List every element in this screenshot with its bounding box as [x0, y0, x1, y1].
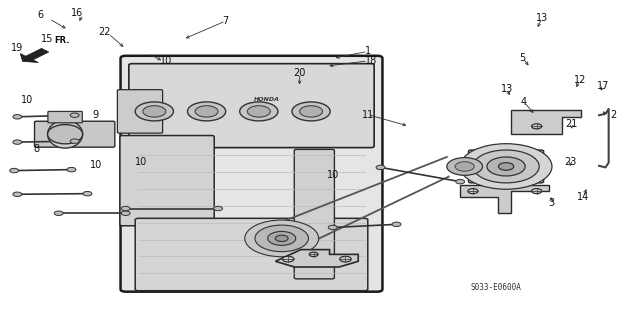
- Ellipse shape: [47, 120, 83, 148]
- FancyBboxPatch shape: [294, 149, 335, 279]
- Text: 14: 14: [577, 192, 589, 202]
- Text: 9: 9: [93, 110, 99, 120]
- Circle shape: [13, 192, 22, 197]
- Text: 13: 13: [536, 13, 548, 23]
- Circle shape: [275, 235, 288, 241]
- Circle shape: [13, 115, 22, 119]
- Circle shape: [468, 189, 478, 194]
- Circle shape: [282, 256, 294, 262]
- Text: 17: 17: [597, 81, 610, 91]
- Text: 10: 10: [326, 170, 339, 180]
- Text: 21: 21: [566, 119, 578, 129]
- Circle shape: [455, 162, 474, 171]
- Circle shape: [70, 113, 79, 117]
- Ellipse shape: [47, 125, 83, 144]
- Polygon shape: [460, 185, 549, 213]
- Text: 15: 15: [41, 34, 54, 44]
- Text: 2: 2: [610, 110, 616, 120]
- Circle shape: [70, 139, 79, 143]
- Circle shape: [268, 231, 296, 245]
- FancyBboxPatch shape: [135, 218, 368, 291]
- Text: 13: 13: [500, 84, 513, 94]
- Circle shape: [473, 150, 540, 183]
- Circle shape: [13, 140, 22, 144]
- FancyBboxPatch shape: [120, 56, 383, 292]
- Circle shape: [121, 206, 130, 211]
- Circle shape: [309, 252, 318, 256]
- Text: 6: 6: [38, 10, 44, 20]
- Circle shape: [83, 191, 92, 196]
- Circle shape: [532, 189, 541, 194]
- Polygon shape: [511, 110, 581, 134]
- Circle shape: [340, 256, 351, 262]
- Text: 23: 23: [564, 157, 577, 167]
- Circle shape: [143, 106, 166, 117]
- Text: 7: 7: [223, 16, 229, 26]
- Text: 11: 11: [362, 110, 374, 120]
- Text: 20: 20: [293, 69, 306, 78]
- Circle shape: [499, 163, 514, 170]
- Text: 10: 10: [20, 95, 33, 105]
- FancyBboxPatch shape: [129, 64, 374, 148]
- Circle shape: [456, 179, 465, 184]
- Circle shape: [532, 124, 541, 129]
- FancyBboxPatch shape: [35, 121, 115, 147]
- Text: 18: 18: [365, 56, 377, 66]
- Circle shape: [244, 220, 319, 257]
- Text: 10: 10: [90, 160, 102, 170]
- Circle shape: [392, 222, 401, 226]
- Circle shape: [247, 106, 270, 117]
- Text: S033-E0600A: S033-E0600A: [470, 283, 521, 292]
- Circle shape: [460, 144, 552, 189]
- Circle shape: [300, 106, 323, 117]
- Polygon shape: [20, 48, 49, 63]
- Circle shape: [214, 206, 223, 211]
- Text: 12: 12: [574, 75, 586, 85]
- Text: 8: 8: [33, 145, 40, 154]
- Text: 10: 10: [159, 56, 172, 66]
- FancyBboxPatch shape: [48, 111, 83, 123]
- Text: 3: 3: [548, 198, 554, 208]
- Circle shape: [135, 102, 173, 121]
- Text: 19: 19: [11, 43, 24, 53]
- Circle shape: [240, 102, 278, 121]
- Circle shape: [54, 211, 63, 215]
- Text: HONDA: HONDA: [253, 97, 280, 102]
- Circle shape: [188, 102, 226, 121]
- Text: 22: 22: [99, 27, 111, 37]
- Text: 4: 4: [521, 97, 527, 107]
- Text: 5: 5: [520, 53, 526, 63]
- Text: FR.: FR.: [54, 36, 70, 45]
- FancyBboxPatch shape: [120, 136, 214, 226]
- Text: 16: 16: [70, 8, 83, 19]
- Circle shape: [10, 168, 19, 173]
- Circle shape: [121, 211, 130, 215]
- Circle shape: [487, 157, 525, 176]
- Polygon shape: [275, 250, 358, 267]
- Circle shape: [447, 158, 483, 175]
- Circle shape: [328, 225, 337, 230]
- FancyBboxPatch shape: [468, 150, 543, 183]
- Circle shape: [67, 167, 76, 172]
- Text: 1: 1: [365, 46, 371, 56]
- Circle shape: [376, 165, 385, 170]
- Text: 10: 10: [136, 157, 148, 167]
- FancyBboxPatch shape: [117, 90, 163, 133]
- Circle shape: [292, 102, 330, 121]
- Circle shape: [255, 225, 308, 252]
- Circle shape: [195, 106, 218, 117]
